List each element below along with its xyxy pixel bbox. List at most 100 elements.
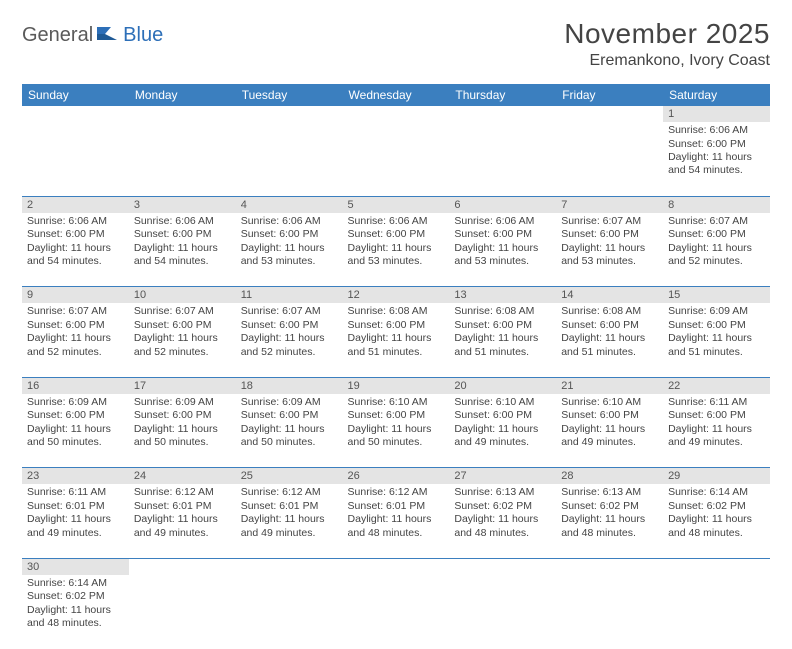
day-number: 13 xyxy=(449,287,556,304)
day-cell xyxy=(343,122,450,196)
day-number: 10 xyxy=(129,287,236,304)
daylight-line: Daylight: 11 hours and 51 minutes. xyxy=(668,332,765,359)
weekday-header: Thursday xyxy=(449,84,556,106)
day-cell: Sunrise: 6:06 AMSunset: 6:00 PMDaylight:… xyxy=(449,213,556,287)
day-number: 22 xyxy=(663,377,770,394)
day-number: 18 xyxy=(236,377,343,394)
day-cell: Sunrise: 6:06 AMSunset: 6:00 PMDaylight:… xyxy=(129,213,236,287)
day-number: 7 xyxy=(556,196,663,213)
sunset-line: Sunset: 6:00 PM xyxy=(668,409,765,422)
day-cell: Sunrise: 6:11 AMSunset: 6:00 PMDaylight:… xyxy=(663,394,770,468)
sunrise-line: Sunrise: 6:06 AM xyxy=(454,215,551,228)
logo-text-blue: Blue xyxy=(123,24,163,47)
sunset-line: Sunset: 6:02 PM xyxy=(27,590,124,603)
daylight-line: Daylight: 11 hours and 51 minutes. xyxy=(561,332,658,359)
day-cell: Sunrise: 6:06 AMSunset: 6:00 PMDaylight:… xyxy=(663,122,770,196)
day-number: 23 xyxy=(22,468,129,485)
daylight-line: Daylight: 11 hours and 48 minutes. xyxy=(561,513,658,540)
day-number: 27 xyxy=(449,468,556,485)
sunset-line: Sunset: 6:01 PM xyxy=(241,500,338,513)
daylight-line: Daylight: 11 hours and 53 minutes. xyxy=(348,242,445,269)
day-number xyxy=(556,106,663,122)
day-cell xyxy=(556,122,663,196)
day-number: 16 xyxy=(22,377,129,394)
day-number: 19 xyxy=(343,377,450,394)
day-cell xyxy=(236,122,343,196)
sunrise-line: Sunrise: 6:06 AM xyxy=(27,215,124,228)
day-cell: Sunrise: 6:09 AMSunset: 6:00 PMDaylight:… xyxy=(236,394,343,468)
sunset-line: Sunset: 6:00 PM xyxy=(241,409,338,422)
sunset-line: Sunset: 6:00 PM xyxy=(454,319,551,332)
day-number xyxy=(343,558,450,575)
sunrise-line: Sunrise: 6:06 AM xyxy=(348,215,445,228)
day-cell: Sunrise: 6:12 AMSunset: 6:01 PMDaylight:… xyxy=(343,484,450,558)
logo-text-general: General xyxy=(22,24,93,47)
daylight-line: Daylight: 11 hours and 54 minutes. xyxy=(668,151,765,178)
day-number xyxy=(129,106,236,122)
day-cell: Sunrise: 6:12 AMSunset: 6:01 PMDaylight:… xyxy=(129,484,236,558)
sunset-line: Sunset: 6:02 PM xyxy=(561,500,658,513)
sunrise-line: Sunrise: 6:08 AM xyxy=(348,305,445,318)
week-row: Sunrise: 6:11 AMSunset: 6:01 PMDaylight:… xyxy=(22,484,770,558)
sunrise-line: Sunrise: 6:12 AM xyxy=(241,486,338,499)
day-cell: Sunrise: 6:13 AMSunset: 6:02 PMDaylight:… xyxy=(556,484,663,558)
sunset-line: Sunset: 6:00 PM xyxy=(241,228,338,241)
daylight-line: Daylight: 11 hours and 48 minutes. xyxy=(454,513,551,540)
day-number: 21 xyxy=(556,377,663,394)
sunset-line: Sunset: 6:02 PM xyxy=(668,500,765,513)
sunset-line: Sunset: 6:00 PM xyxy=(668,228,765,241)
day-cell: Sunrise: 6:08 AMSunset: 6:00 PMDaylight:… xyxy=(556,303,663,377)
day-number: 6 xyxy=(449,196,556,213)
day-number: 9 xyxy=(22,287,129,304)
sunset-line: Sunset: 6:00 PM xyxy=(27,228,124,241)
day-number: 26 xyxy=(343,468,450,485)
day-cell: Sunrise: 6:09 AMSunset: 6:00 PMDaylight:… xyxy=(22,394,129,468)
day-cell: Sunrise: 6:07 AMSunset: 6:00 PMDaylight:… xyxy=(236,303,343,377)
sunrise-line: Sunrise: 6:10 AM xyxy=(454,396,551,409)
sunset-line: Sunset: 6:00 PM xyxy=(27,319,124,332)
daylight-line: Daylight: 11 hours and 53 minutes. xyxy=(454,242,551,269)
day-cell: Sunrise: 6:09 AMSunset: 6:00 PMDaylight:… xyxy=(129,394,236,468)
day-cell xyxy=(129,122,236,196)
sunrise-line: Sunrise: 6:06 AM xyxy=(241,215,338,228)
week-row: Sunrise: 6:07 AMSunset: 6:00 PMDaylight:… xyxy=(22,303,770,377)
weekday-header: Wednesday xyxy=(343,84,450,106)
sunset-line: Sunset: 6:01 PM xyxy=(348,500,445,513)
daylight-line: Daylight: 11 hours and 52 minutes. xyxy=(134,332,231,359)
daylight-line: Daylight: 11 hours and 49 minutes. xyxy=(241,513,338,540)
day-number xyxy=(343,106,450,122)
sunset-line: Sunset: 6:00 PM xyxy=(348,228,445,241)
sunrise-line: Sunrise: 6:09 AM xyxy=(668,305,765,318)
sunrise-line: Sunrise: 6:11 AM xyxy=(668,396,765,409)
week-row: Sunrise: 6:06 AMSunset: 6:00 PMDaylight:… xyxy=(22,122,770,196)
day-cell: Sunrise: 6:07 AMSunset: 6:00 PMDaylight:… xyxy=(22,303,129,377)
sunrise-line: Sunrise: 6:11 AM xyxy=(27,486,124,499)
day-number xyxy=(556,558,663,575)
daylight-line: Daylight: 11 hours and 50 minutes. xyxy=(134,423,231,450)
day-number: 8 xyxy=(663,196,770,213)
sunrise-line: Sunrise: 6:09 AM xyxy=(241,396,338,409)
day-cell: Sunrise: 6:06 AMSunset: 6:00 PMDaylight:… xyxy=(236,213,343,287)
sunset-line: Sunset: 6:01 PM xyxy=(27,500,124,513)
day-number: 24 xyxy=(129,468,236,485)
sunrise-line: Sunrise: 6:13 AM xyxy=(561,486,658,499)
week-row: Sunrise: 6:09 AMSunset: 6:00 PMDaylight:… xyxy=(22,394,770,468)
sunset-line: Sunset: 6:00 PM xyxy=(134,409,231,422)
logo: General Blue xyxy=(22,18,163,47)
day-number: 29 xyxy=(663,468,770,485)
daylight-line: Daylight: 11 hours and 51 minutes. xyxy=(348,332,445,359)
day-number: 25 xyxy=(236,468,343,485)
daylight-line: Daylight: 11 hours and 49 minutes. xyxy=(561,423,658,450)
day-cell: Sunrise: 6:09 AMSunset: 6:00 PMDaylight:… xyxy=(663,303,770,377)
daynum-row: 2345678 xyxy=(22,196,770,213)
day-number: 3 xyxy=(129,196,236,213)
sunset-line: Sunset: 6:00 PM xyxy=(668,319,765,332)
daylight-line: Daylight: 11 hours and 49 minutes. xyxy=(134,513,231,540)
daylight-line: Daylight: 11 hours and 51 minutes. xyxy=(454,332,551,359)
sunrise-line: Sunrise: 6:07 AM xyxy=(668,215,765,228)
day-number xyxy=(236,558,343,575)
day-number xyxy=(449,558,556,575)
day-cell: Sunrise: 6:08 AMSunset: 6:00 PMDaylight:… xyxy=(449,303,556,377)
day-cell: Sunrise: 6:13 AMSunset: 6:02 PMDaylight:… xyxy=(449,484,556,558)
sunset-line: Sunset: 6:00 PM xyxy=(134,228,231,241)
